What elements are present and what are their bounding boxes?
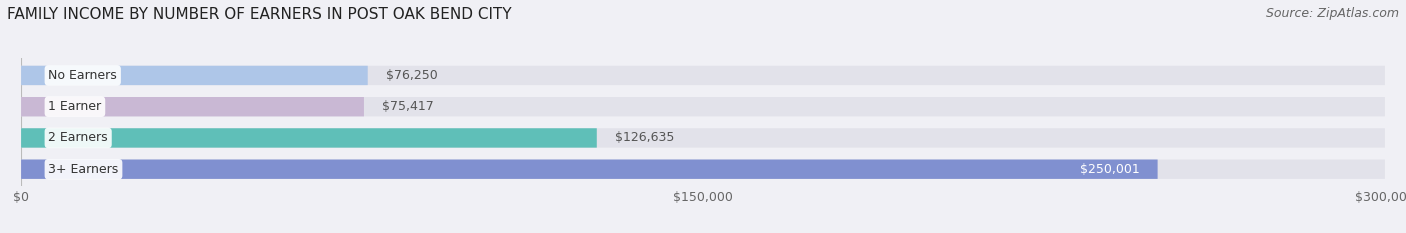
FancyBboxPatch shape (21, 160, 1385, 179)
Text: $76,250: $76,250 (385, 69, 437, 82)
FancyBboxPatch shape (21, 160, 1157, 179)
FancyBboxPatch shape (21, 128, 1385, 148)
FancyBboxPatch shape (21, 97, 1385, 116)
FancyBboxPatch shape (21, 128, 596, 148)
FancyBboxPatch shape (21, 97, 364, 116)
Text: FAMILY INCOME BY NUMBER OF EARNERS IN POST OAK BEND CITY: FAMILY INCOME BY NUMBER OF EARNERS IN PO… (7, 7, 512, 22)
Text: 1 Earner: 1 Earner (48, 100, 101, 113)
Text: 2 Earners: 2 Earners (48, 131, 108, 144)
Text: No Earners: No Earners (48, 69, 117, 82)
Text: $75,417: $75,417 (382, 100, 434, 113)
FancyBboxPatch shape (21, 66, 1385, 85)
Text: 3+ Earners: 3+ Earners (48, 163, 118, 176)
Text: Source: ZipAtlas.com: Source: ZipAtlas.com (1265, 7, 1399, 20)
Text: $250,001: $250,001 (1080, 163, 1139, 176)
FancyBboxPatch shape (21, 66, 368, 85)
Text: $126,635: $126,635 (614, 131, 675, 144)
